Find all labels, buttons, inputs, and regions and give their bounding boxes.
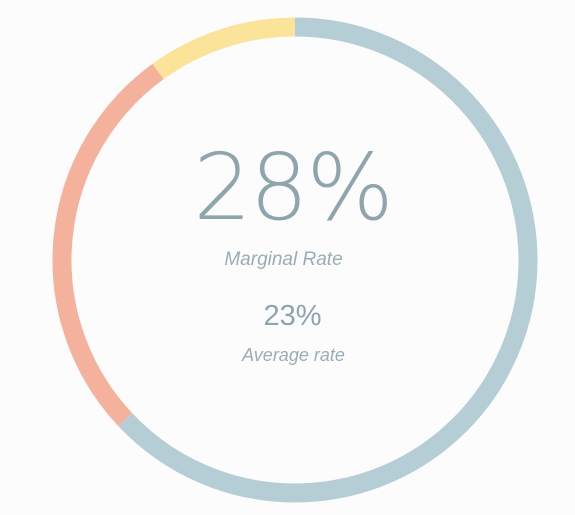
donut-slice-1 [118,17,538,503]
average-rate-label: Average rate [242,345,345,365]
average-rate-value: 23% [263,300,322,332]
donut-slice-2 [52,63,164,426]
donut-slice-3 [152,17,296,80]
marginal-rate-label: Marginal Rate [224,249,343,270]
marginal-rate-value: 28% [193,134,393,241]
